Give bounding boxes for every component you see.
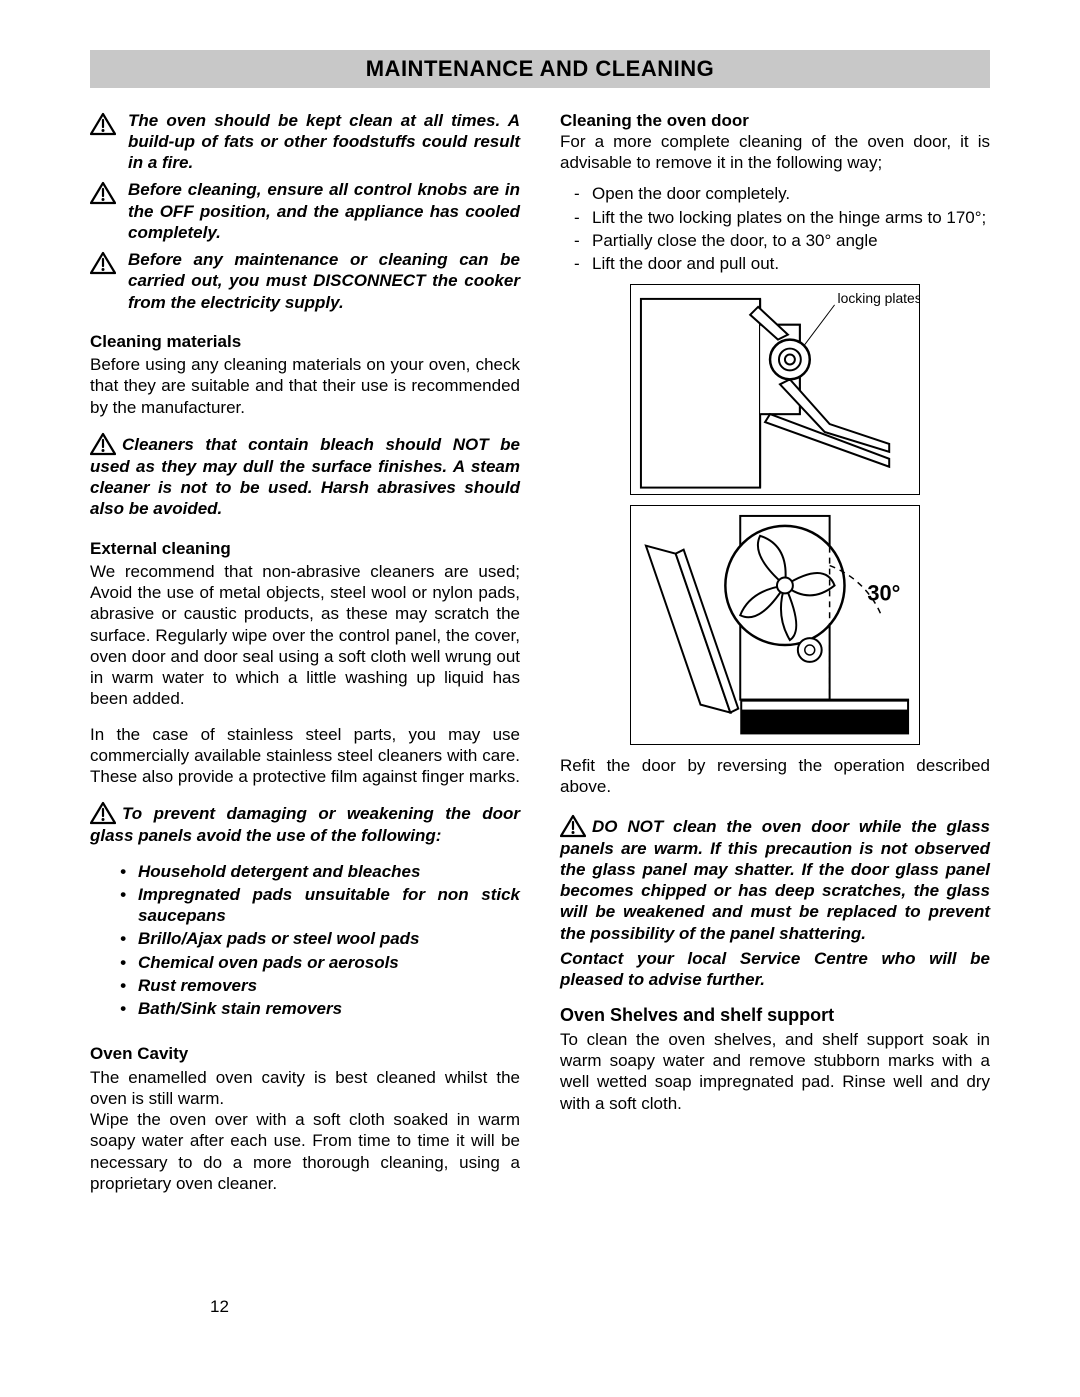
list-item: Partially close the door, to a 30° angle [574, 230, 990, 251]
page-title: MAINTENANCE AND CLEANING [90, 50, 990, 88]
warn-glass-intro-text: To prevent damaging or weakening the doo… [90, 804, 520, 845]
para-external-2: In the case of stainless steel parts, yo… [90, 724, 520, 788]
list-item: Impregnated pads unsuitable for non stic… [120, 884, 520, 927]
para-materials: Before using any cleaning materials on y… [90, 354, 520, 418]
list-item: Rust removers [120, 975, 520, 996]
warning-icon [90, 251, 116, 275]
diagram2-label: 30° [867, 580, 900, 605]
heading-external: External cleaning [90, 538, 520, 559]
para-refit: Refit the door by reversing the operatio… [560, 755, 990, 798]
warning-text: Before any maintenance or cleaning can b… [128, 249, 520, 313]
diagram1-label: locking plates [838, 290, 919, 306]
list-item: Household detergent and bleaches [120, 861, 520, 882]
warning-icon [90, 432, 116, 456]
warning-icon [90, 801, 116, 825]
content-columns: The oven should be kept clean at all tim… [90, 110, 990, 1195]
warning-icon [90, 181, 116, 205]
para-cavity-1: The enamelled oven cavity is best cleane… [90, 1067, 520, 1110]
warning-text: The oven should be kept clean at all tim… [128, 110, 520, 174]
warning-glass-intro: To prevent damaging or weakening the doo… [90, 801, 520, 846]
door-steps: Open the door completely. Lift the two l… [560, 183, 990, 274]
warning-cleaners: Cleaners that contain bleach should NOT … [90, 432, 520, 520]
heading-cavity: Oven Cavity [90, 1043, 520, 1064]
contact-text: Contact your local Service Centre who wi… [560, 948, 990, 991]
heading-door: Cleaning the oven door [560, 110, 990, 131]
diagram-30-degree: 30° [630, 505, 920, 745]
list-item: Bath/Sink stain removers [120, 998, 520, 1019]
list-item: Brillo/Ajax pads or steel wool pads [120, 928, 520, 949]
warning-glass-panel: DO NOT clean the oven door while the gla… [560, 814, 990, 944]
left-column: The oven should be kept clean at all tim… [90, 110, 520, 1195]
page-number: 12 [210, 1296, 229, 1317]
para-door-intro: For a more complete cleaning of the oven… [560, 131, 990, 174]
warn-glass-text: DO NOT clean the oven door while the gla… [560, 817, 990, 943]
diagram-locking-plates: locking plates [630, 284, 920, 495]
warning-icon [560, 814, 586, 838]
list-item: Lift the door and pull out. [574, 253, 990, 274]
warning-icon [90, 112, 116, 136]
list-item: Open the door completely. [574, 183, 990, 204]
warning-1: The oven should be kept clean at all tim… [90, 110, 520, 174]
warning-3: Before any maintenance or cleaning can b… [90, 249, 520, 313]
para-external-1: We recommend that non-abrasive cleaners … [90, 561, 520, 710]
list-item: Lift the two locking plates on the hinge… [574, 207, 990, 228]
right-column: Cleaning the oven door For a more comple… [560, 110, 990, 1195]
warning-text: Before cleaning, ensure all control knob… [128, 179, 520, 243]
list-item: Chemical oven pads or aerosols [120, 952, 520, 973]
heading-cleaning-materials: Cleaning materials [90, 331, 520, 352]
heading-shelves: Oven Shelves and shelf support [560, 1004, 990, 1027]
avoid-list: Household detergent and bleaches Impregn… [90, 861, 520, 1020]
para-cavity-2: Wipe the oven over with a soft cloth soa… [90, 1109, 520, 1194]
warning-2: Before cleaning, ensure all control knob… [90, 179, 520, 243]
para-shelves: To clean the oven shelves, and shelf sup… [560, 1029, 990, 1114]
